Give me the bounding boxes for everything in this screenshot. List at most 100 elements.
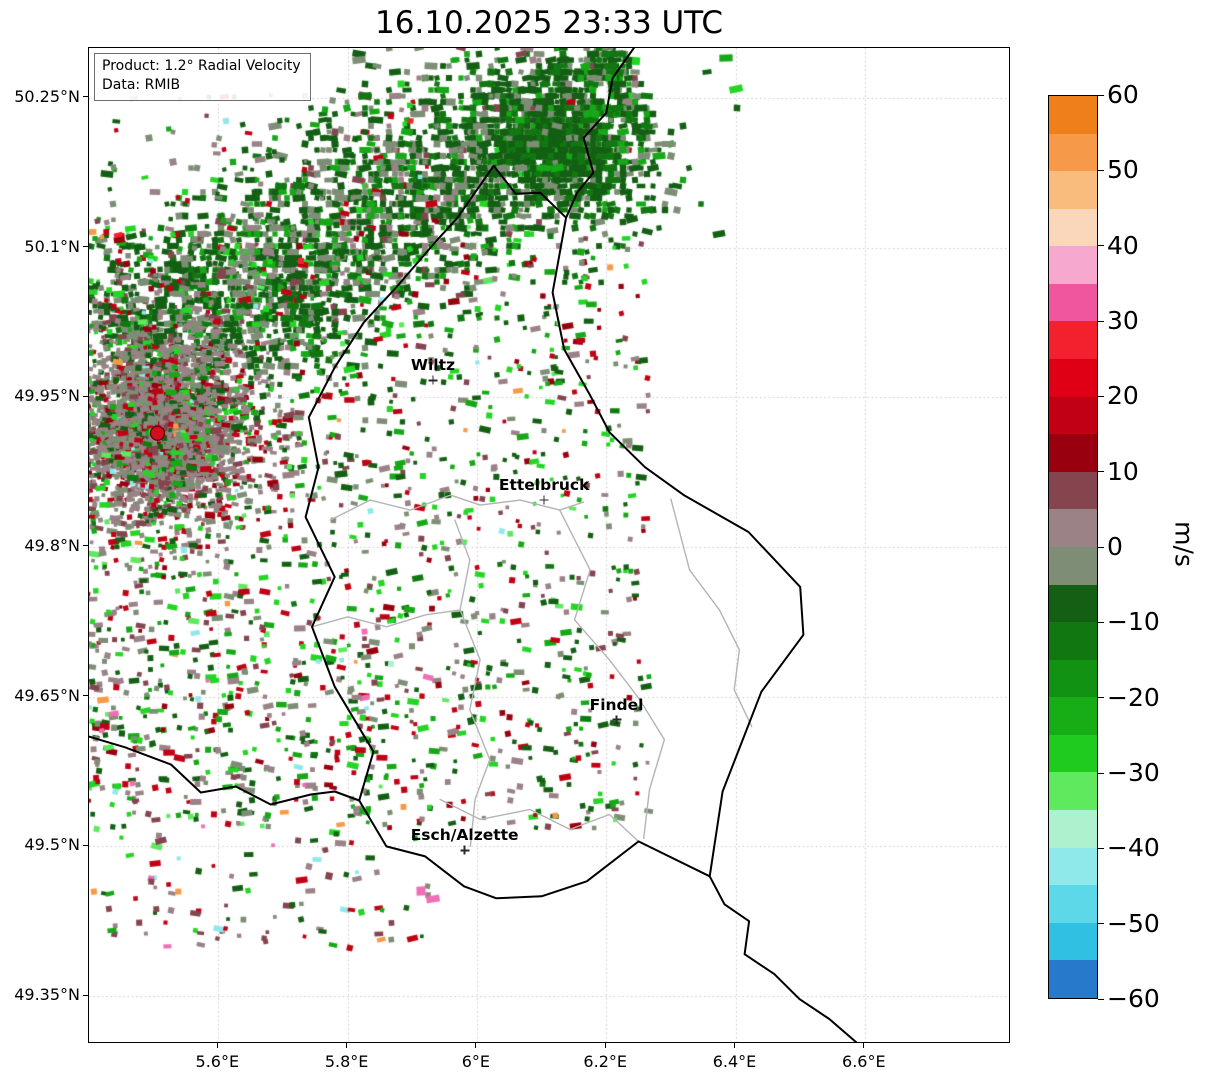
- y-tick-4: [83, 695, 88, 697]
- colorbar-tick-11: [1098, 923, 1104, 925]
- colorbar-tick-1: [1098, 169, 1104, 171]
- colorbar-tick-label-3: 30: [1107, 306, 1139, 335]
- y-tick-2: [83, 395, 88, 397]
- colorbar-segment-23: [1049, 960, 1097, 998]
- city-label-esch-alzette: Esch/Alzette: [410, 826, 519, 845]
- colorbar-segment-3: [1049, 208, 1097, 247]
- regional-border-4: [439, 798, 640, 843]
- colorbar-segment-18: [1049, 772, 1097, 810]
- colorbar-segment-14: [1049, 622, 1097, 660]
- colorbar-segment-21: [1049, 885, 1097, 923]
- y-tick-label-6: 49.35°N: [14, 985, 80, 1005]
- colorbar-tick-label-12: −60: [1107, 984, 1160, 1013]
- x-tick-label-4: 6.4°E: [712, 1052, 757, 1071]
- colorbar-segment-11: [1049, 509, 1097, 547]
- colorbar-segment-6: [1049, 321, 1097, 360]
- national-border-0: [304, 164, 805, 900]
- y-tick-label-1: 50.1°N: [24, 236, 80, 256]
- colorbar-segment-9: [1049, 434, 1097, 472]
- colorbar-tick-label-4: 20: [1107, 381, 1139, 411]
- colorbar-segment-19: [1049, 809, 1097, 848]
- colorbar-tick-7: [1098, 621, 1104, 623]
- colorbar-segment-16: [1049, 697, 1097, 735]
- colorbar-tick-9: [1098, 772, 1104, 774]
- colorbar-tick-label-11: −50: [1107, 908, 1160, 938]
- city-marker-esch-alzette: [460, 845, 470, 855]
- y-tick-0: [83, 96, 88, 98]
- y-tick-label-3: 49.8°N: [24, 535, 80, 555]
- x-tick-1: [346, 1043, 348, 1048]
- map-overlay: Wiltz Ettelbruck Findel Esch/Alzette: [89, 48, 1009, 1042]
- regional-border-0: [329, 494, 585, 521]
- y-tick-label-0: 50.25°N: [14, 86, 80, 106]
- y-tick-label-5: 49.5°N: [24, 835, 80, 855]
- regional-border-5: [311, 609, 461, 628]
- y-tick-3: [83, 545, 88, 547]
- colorbar-tick-6: [1098, 546, 1104, 548]
- colorbar-segment-7: [1049, 359, 1097, 397]
- x-tick-label-1: 5.8°E: [324, 1052, 369, 1071]
- colorbar-tick-label-1: 50: [1107, 155, 1139, 185]
- colorbar-segment-0: [1049, 96, 1097, 134]
- data-source-label: Data: RMIB: [102, 77, 181, 94]
- colorbar-segment-2: [1049, 171, 1097, 209]
- radar-site-marker: [149, 425, 166, 441]
- colorbar-tick-label-8: −20: [1107, 682, 1160, 712]
- colorbar-segment-1: [1049, 133, 1097, 172]
- colorbar-unit-label: m/s: [1169, 521, 1199, 567]
- colorbar-tick-label-2: 40: [1107, 230, 1139, 260]
- y-tick-label-2: 49.95°N: [14, 386, 80, 406]
- colorbar-tick-5: [1098, 471, 1104, 473]
- colorbar-tick-3: [1098, 320, 1104, 322]
- colorbar-segment-20: [1049, 847, 1097, 886]
- city-marker-ettelbruck: [539, 495, 549, 505]
- product-label: Product: 1.2° Radial Velocity: [102, 58, 301, 74]
- x-tick-2: [475, 1043, 477, 1048]
- regional-border-3: [670, 498, 753, 728]
- colorbar-segment-17: [1049, 734, 1097, 773]
- y-tick-6: [83, 994, 88, 996]
- colorbar-tick-label-7: −10: [1107, 607, 1160, 637]
- city-label-wiltz: Wiltz: [410, 356, 456, 375]
- borders-layer: [89, 48, 858, 1042]
- colorbar-segment-12: [1049, 546, 1097, 585]
- x-tick-5: [863, 1043, 865, 1048]
- x-tick-4: [734, 1043, 736, 1048]
- figure-title: 16.10.2025 23:33 UTC: [375, 5, 723, 41]
- colorbar-tick-label-5: 10: [1107, 456, 1139, 486]
- y-tick-1: [83, 246, 88, 248]
- colorbar-segment-22: [1049, 922, 1097, 961]
- regional-border-2: [559, 509, 666, 840]
- colorbar-tick-8: [1098, 697, 1104, 699]
- colorbar-segment-4: [1049, 246, 1097, 284]
- city-marker-findel: [612, 715, 622, 725]
- x-tick-label-2: 6°E: [461, 1052, 491, 1071]
- colorbar-tick-label-6: 0: [1107, 532, 1123, 561]
- x-tick-3: [604, 1043, 606, 1048]
- x-tick-label-3: 6.2°E: [583, 1052, 627, 1071]
- colorbar-tick-label-10: −40: [1107, 833, 1160, 863]
- colorbar-segment-15: [1049, 659, 1097, 698]
- colorbar-tick-2: [1098, 245, 1104, 247]
- national-border-1: [565, 48, 636, 219]
- national-border-2: [708, 875, 858, 1042]
- x-tick-0: [216, 1043, 218, 1048]
- y-tick-label-4: 49.65°N: [14, 685, 80, 705]
- colorbar-segment-8: [1049, 396, 1097, 435]
- city-label-findel: Findel: [589, 695, 644, 714]
- colorbar-tick-12: [1098, 998, 1104, 1000]
- map-plot-area: Wiltz Ettelbruck Findel Esch/Alzette Produc…: [88, 47, 1010, 1043]
- colorbar-tick-4: [1098, 395, 1104, 397]
- colorbar: [1048, 95, 1098, 999]
- colorbar-segment-10: [1049, 471, 1097, 510]
- product-info-box: Product: 1.2° Radial Velocity Data: RMIB: [94, 53, 311, 101]
- colorbar-tick-label-0: 60: [1107, 80, 1139, 109]
- city-marker-wiltz: [428, 375, 438, 385]
- y-tick-5: [83, 844, 88, 846]
- radar-data-layer: [89, 48, 1009, 1042]
- x-tick-label-0: 5.6°E: [195, 1052, 240, 1071]
- national-border-3: [89, 735, 361, 806]
- colorbar-segment-13: [1049, 584, 1097, 623]
- colorbar-tick-10: [1098, 847, 1104, 849]
